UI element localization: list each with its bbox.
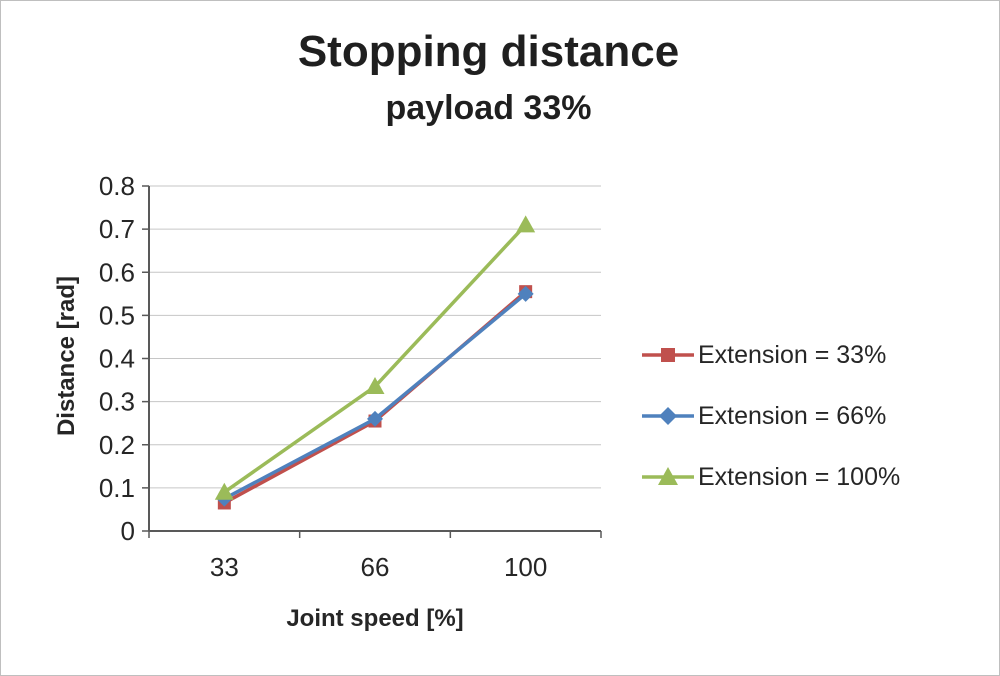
y-tick-label: 0.2 (99, 430, 135, 460)
legend-label-extension-33: Extension = 33% (698, 340, 887, 369)
y-tick-label: 0.7 (99, 214, 135, 244)
y-tick-label: 0.1 (99, 473, 135, 503)
marker-diamond-icon (517, 285, 534, 302)
series-line-1 (222, 292, 528, 501)
legend-item-extension-33[interactable]: Extension = 33% (641, 333, 900, 377)
marker-triangle-icon (214, 482, 234, 500)
x-tick-label: 100 (504, 552, 547, 582)
legend-swatch-square-icon (642, 348, 694, 362)
y-tick-label: 0.8 (99, 171, 135, 201)
x-axis-title: Joint speed [%] (286, 605, 464, 632)
legend-swatch-diamond-icon (642, 407, 694, 425)
y-tick-label: 0 (121, 516, 135, 546)
marker-diamond-icon (367, 410, 383, 427)
y-tick-label: 0.4 (99, 344, 135, 374)
y-tick-label: 0.5 (99, 300, 135, 330)
y-tick-label: 0.6 (99, 257, 135, 287)
marker-triangle-icon (365, 377, 385, 395)
chart-title: Stopping distance (297, 27, 680, 76)
legend: Extension = 33% Extension = 66% Extensio… (641, 333, 900, 516)
y-axis-title: Distance [rad] (53, 275, 80, 437)
legend-label-extension-100: Extension = 100% (698, 462, 901, 491)
series-line-0 (222, 289, 528, 505)
marker-triangle-icon (516, 215, 536, 233)
legend-item-extension-100[interactable]: Extension = 100% (641, 455, 900, 499)
legend-label-extension-66: Extension = 66% (698, 401, 887, 430)
chart-subtitle: payload 33% (385, 89, 592, 127)
y-tick-label: 0.3 (99, 387, 135, 417)
x-tick-label: 33 (210, 552, 239, 582)
legend-item-extension-66[interactable]: Extension = 66% (641, 394, 900, 438)
legend-swatch-triangle-icon (642, 467, 694, 485)
x-tick-label: 66 (361, 552, 390, 582)
